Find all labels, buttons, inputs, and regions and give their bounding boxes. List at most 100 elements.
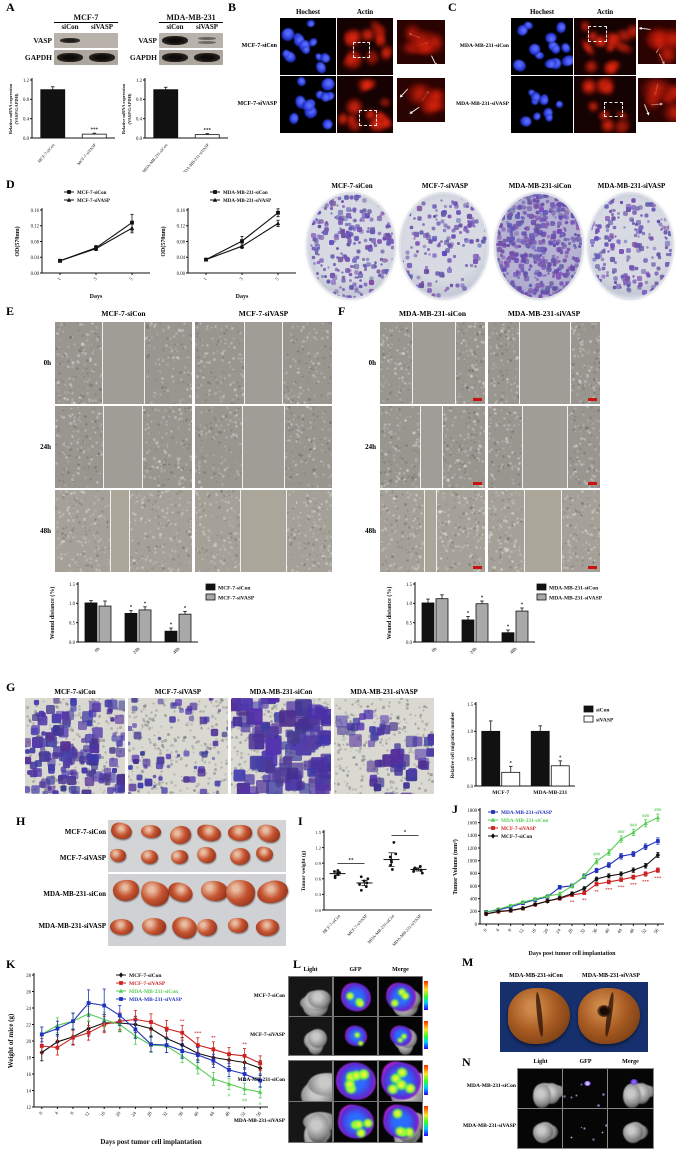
svg-text:MDA-MB-231-siCon: MDA-MB-231-siCon <box>141 142 169 172</box>
liver-fissure <box>534 992 544 1038</box>
svg-text:*: * <box>559 756 562 761</box>
actin-blob <box>660 85 676 101</box>
actin-blob <box>599 117 616 133</box>
speckle-texture <box>401 194 402 195</box>
tumor-photo-strip <box>108 874 291 946</box>
wound-gap <box>241 406 285 488</box>
speckle-texture <box>563 1109 564 1110</box>
col-title: MDA-MB-231-siVASP <box>507 309 581 318</box>
zoom-region-box <box>352 41 371 58</box>
svg-text:(VASP/GAPDH): (VASP/GAPDH) <box>14 93 19 124</box>
lane-label: siCon <box>61 23 79 31</box>
panel-l: L Light GFP Merge MCF-7-siCon MCF-7-siVAS… <box>225 955 435 1150</box>
colony-dish <box>401 194 487 298</box>
svg-text:*: * <box>510 761 513 766</box>
tumor-photo <box>224 878 257 908</box>
col-header-hoechst: Hochest <box>295 8 321 16</box>
nucleus-blob <box>511 57 528 74</box>
wound-gap <box>411 322 456 404</box>
svg-text:MDA-MB-231-siVASP: MDA-MB-231-siVASP <box>391 913 422 947</box>
gfp-image <box>333 1101 378 1143</box>
svg-text:MDA-MB-231-siVASP: MDA-MB-231-siVASP <box>223 199 271 204</box>
col-header-merge: Merge <box>622 1059 639 1065</box>
svg-text:44: 44 <box>617 928 624 935</box>
svg-text:0.4: 0.4 <box>23 117 30 122</box>
scale-bar <box>588 482 597 485</box>
svg-text:MCF-7-siVASP: MCF-7-siVASP <box>77 199 110 204</box>
svg-text:8: 8 <box>70 1111 76 1116</box>
blot-strip <box>159 50 223 65</box>
svg-text:0.08: 0.08 <box>177 240 186 245</box>
tumor-photo <box>109 918 135 937</box>
svg-text:600: 600 <box>470 885 478 890</box>
timepoint-label: 24h <box>365 443 376 451</box>
svg-text:56: 56 <box>256 1111 263 1118</box>
svg-text:MDA-MB-231-siVASP: MDA-MB-231-siVASP <box>129 997 183 1003</box>
speckle-texture <box>308 194 309 195</box>
svg-text:MDA-MB-231-siVASP: MDA-MB-231-siVASP <box>501 810 553 816</box>
hot-spot <box>389 997 400 1008</box>
speckle-texture <box>195 406 196 407</box>
heatmap-blob <box>334 1061 377 1101</box>
light-image <box>517 1068 564 1109</box>
svg-text:14: 14 <box>26 1089 31 1094</box>
speckle-texture <box>25 698 26 699</box>
svg-text:0: 0 <box>39 1111 45 1116</box>
tumor-photo <box>141 917 167 937</box>
svg-text:0.0: 0.0 <box>315 908 321 913</box>
actin-image <box>337 18 393 75</box>
svg-text:0.5: 0.5 <box>406 621 413 626</box>
svg-text:**: ** <box>349 858 355 863</box>
svg-text:1: 1 <box>57 277 63 283</box>
merge-image <box>378 1101 423 1143</box>
svg-text:0.0: 0.0 <box>23 137 30 142</box>
colony-dish <box>308 194 394 298</box>
svg-text:Days: Days <box>90 294 103 300</box>
svg-text:Tumor weight (g): Tumor weight (g) <box>300 851 307 892</box>
tumor-photo <box>197 919 218 937</box>
svg-text:0.9: 0.9 <box>315 861 321 866</box>
svg-text:###: ### <box>642 813 650 818</box>
svg-text:1.2: 1.2 <box>315 845 321 850</box>
svg-text:MDA-MB-231-siCon: MDA-MB-231-siCon <box>549 586 598 592</box>
tumor-photo <box>140 824 161 839</box>
band-label: VASP <box>33 36 52 45</box>
svg-text:16: 16 <box>26 1073 31 1078</box>
svg-text:44: 44 <box>209 1111 216 1118</box>
speckle-texture <box>128 698 129 699</box>
hoechst-image <box>511 76 573 133</box>
panel-f: F MDA-MB-231-siCon MDA-MB-231-siVASP 0h 2… <box>336 300 676 678</box>
speckle-texture <box>380 406 381 407</box>
svg-text:40: 40 <box>194 1111 201 1118</box>
row-label: MDA-MB-231-siVASP <box>455 101 509 107</box>
svg-text:MDA-MB-231-siCon: MDA-MB-231-siCon <box>366 913 395 945</box>
lane-label: siVASP <box>90 23 114 31</box>
row-label: MDA-MB-231-siVASP <box>462 1123 516 1129</box>
panel-c: C Hochest Actin MDA-MB-231-siCon MDA-MB-… <box>447 0 676 175</box>
svg-text:MCF-7-siCon: MCF-7-siCon <box>37 142 57 164</box>
colony-dish <box>589 194 672 298</box>
col-header-light: Light <box>533 1059 548 1065</box>
transwell-image <box>128 698 228 794</box>
intensity-scale-bar <box>424 1021 428 1049</box>
intensity-scale-bar <box>424 981 428 1010</box>
svg-text:##: ## <box>242 1098 247 1103</box>
nucleus-blob <box>555 99 564 109</box>
svg-text:MCF-7-siCon: MCF-7-siCon <box>77 191 107 196</box>
wound-gap <box>109 490 130 572</box>
svg-text:1.5: 1.5 <box>69 583 76 588</box>
transwell-image <box>25 698 125 794</box>
svg-text:**: ** <box>242 1041 247 1046</box>
svg-text:0.00: 0.00 <box>31 272 40 277</box>
panel-c-label: C <box>448 0 457 14</box>
wound-image <box>55 322 192 404</box>
chart-migration: 0.0 0.5 1.0 1.5 * * MCF-7 MDA-MB-231 Relative ce… <box>448 694 653 804</box>
svg-text:52: 52 <box>641 928 648 935</box>
svg-text:1000: 1000 <box>467 859 477 864</box>
transwell-title: MCF-7-siCon <box>54 688 96 696</box>
panel-i-label: I <box>298 814 303 828</box>
svg-text:28: 28 <box>147 1111 154 1118</box>
svg-text:0.00: 0.00 <box>177 272 186 277</box>
speckle-texture <box>488 406 489 407</box>
svg-text:*: * <box>467 611 470 616</box>
